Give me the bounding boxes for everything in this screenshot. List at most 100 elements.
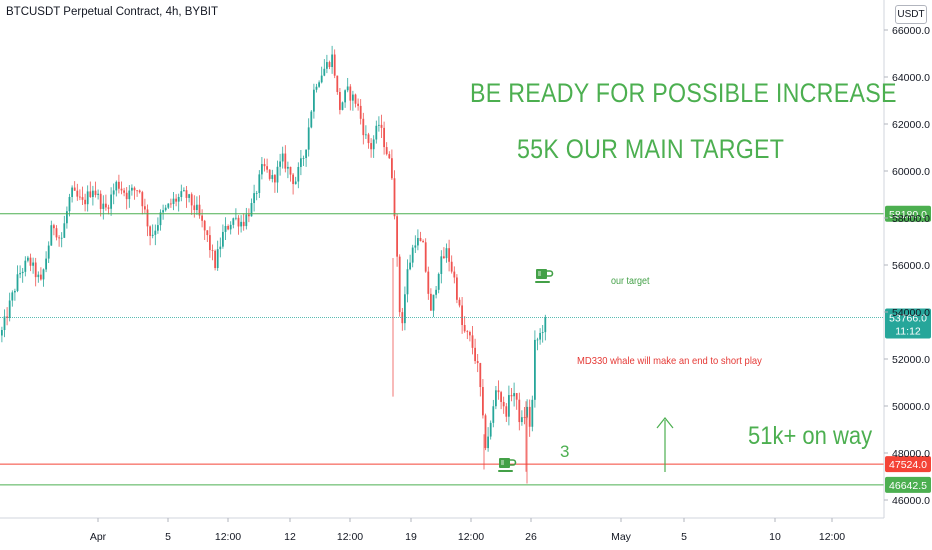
candle <box>328 60 331 70</box>
candle <box>292 172 294 195</box>
candle <box>110 187 112 216</box>
candle <box>513 382 515 407</box>
candle <box>354 93 357 108</box>
level-price-label: 46642.5 <box>885 476 931 493</box>
candle <box>401 307 404 331</box>
candle <box>209 226 211 258</box>
candle <box>352 90 354 111</box>
candle <box>203 219 206 240</box>
candle <box>422 239 424 243</box>
candle <box>404 286 406 331</box>
candle <box>341 101 344 111</box>
target-note: our target <box>611 276 650 287</box>
candle <box>162 204 164 220</box>
candle <box>120 181 123 195</box>
candle <box>419 231 422 242</box>
candle <box>73 181 76 191</box>
candle <box>47 241 50 264</box>
candle <box>469 330 471 342</box>
candle <box>50 220 53 246</box>
candle <box>307 118 310 157</box>
candle <box>175 194 177 207</box>
svg-text:53766.0: 53766.0 <box>889 312 927 324</box>
candle <box>32 257 34 274</box>
candle <box>476 354 479 373</box>
candle <box>417 229 419 251</box>
candle <box>261 156 263 180</box>
candle <box>297 162 300 189</box>
candle <box>448 239 450 272</box>
candle <box>94 181 97 198</box>
candle <box>97 189 99 200</box>
candle <box>289 166 292 182</box>
candle <box>424 238 427 273</box>
candle <box>167 203 170 210</box>
candle <box>367 132 370 149</box>
candle <box>305 149 307 167</box>
candle <box>385 142 388 156</box>
x-tick-label: 19 <box>405 531 417 543</box>
candle <box>89 181 92 198</box>
candle <box>128 185 131 208</box>
candle <box>276 160 279 193</box>
x-tick-label: 12 <box>284 531 296 543</box>
candle <box>29 253 32 272</box>
candle <box>391 149 393 181</box>
candle <box>398 254 401 317</box>
candle <box>435 286 437 299</box>
candle <box>414 235 417 253</box>
candle <box>539 328 541 345</box>
candle <box>198 195 201 219</box>
x-tick-label: 10 <box>769 531 781 543</box>
candle <box>151 224 154 239</box>
candle <box>302 155 305 166</box>
candle <box>255 190 258 201</box>
y-tick-label: 54000.0 <box>892 307 930 319</box>
candle <box>471 325 474 355</box>
svg-text:11:12: 11:12 <box>895 325 921 337</box>
y-tick-label: 48000.0 <box>892 448 930 460</box>
x-tick-label: 12:00 <box>337 531 363 543</box>
candle <box>362 112 365 145</box>
candle <box>131 184 133 196</box>
candle <box>300 149 302 176</box>
candle <box>144 198 146 214</box>
candle <box>453 266 456 284</box>
candle <box>112 183 115 205</box>
y-tick-label: 46000.0 <box>892 495 930 507</box>
candle <box>310 109 313 129</box>
x-tick-label: 5 <box>165 531 171 543</box>
x-tick-label: May <box>611 531 632 543</box>
candle <box>497 380 500 400</box>
candle <box>336 75 339 95</box>
candle <box>159 209 162 231</box>
candle <box>123 187 125 197</box>
candle <box>406 259 409 303</box>
svg-text:47524.0: 47524.0 <box>889 459 927 471</box>
candle <box>172 192 175 211</box>
candle <box>180 184 183 202</box>
chart-title: BTCUSDT Perpetual Contract, 4h, BYBIT <box>6 6 218 18</box>
candle <box>170 198 172 208</box>
candle <box>281 146 284 169</box>
candle <box>333 49 336 79</box>
candle <box>523 406 526 425</box>
candle <box>188 193 190 203</box>
candle <box>487 427 489 452</box>
candle <box>266 158 268 173</box>
candle <box>157 217 159 234</box>
candle <box>146 204 149 237</box>
candle <box>409 254 411 271</box>
candle <box>396 213 398 267</box>
candle <box>536 337 539 351</box>
on-way-note: 51k+ on way <box>748 422 873 450</box>
level-price-label: 58180.0 <box>885 205 931 222</box>
candle <box>63 215 66 239</box>
candle <box>125 187 128 210</box>
y-tick-label: 56000.0 <box>892 260 930 272</box>
currency-button[interactable]: USDT <box>895 5 927 24</box>
coffee-cup-icon <box>498 458 517 472</box>
candle <box>508 385 510 426</box>
y-tick-label: 58000.0 <box>892 213 930 225</box>
